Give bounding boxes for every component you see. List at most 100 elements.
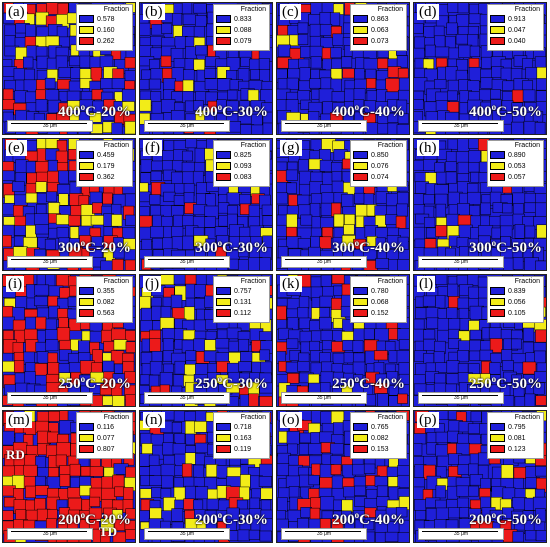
legend-row: 0.074 [353,173,405,182]
grain [435,485,446,499]
grain [414,23,424,34]
grain [239,100,250,111]
grain [111,259,124,270]
micrograph-panel: (k) Fraction 0.780 0.068 0.152 250oC-40% 35 μm [276,274,410,407]
grain [447,430,459,443]
grain [259,396,272,406]
grain [159,317,175,330]
celsius-unit: C [496,376,507,392]
temperature-value: 200 [195,512,218,528]
celsius-unit: C [359,512,370,528]
grain [377,123,389,134]
grain [414,499,427,511]
red-swatch [353,445,368,453]
legend-row: 0.578 [79,15,131,24]
scale-bar-line [285,259,361,260]
grain [285,475,300,488]
fraction-value: 0.890 [508,152,526,159]
condition-label: 250oC-40% [332,374,405,393]
blue-swatch [79,287,94,295]
grain [385,214,398,225]
grain [512,497,527,511]
grain [365,68,377,79]
legend-row: 0.088 [216,26,268,35]
legend-header: Fraction [377,142,403,149]
grain [111,214,123,227]
grain [162,338,174,352]
grain [125,508,135,520]
grain [297,22,309,34]
legend-row: 0.131 [216,298,268,307]
legend-row: 0.362 [79,173,131,182]
degree-symbol: o [354,102,360,112]
yellow-swatch [79,434,94,442]
grain [423,194,435,205]
scale-bar-label: 35 μm [180,531,194,537]
strain-value: -40% [370,512,405,528]
legend-row: 0.718 [216,423,268,432]
legend-row: 0.083 [216,173,268,182]
grain [124,193,135,208]
temperature-value: 400 [58,104,81,120]
grain [434,46,450,58]
temperature-value: 200 [469,512,492,528]
grain [66,90,81,103]
grain [468,508,482,520]
grain [124,57,135,69]
grain [277,44,291,58]
grain [414,193,425,207]
grain [182,150,193,162]
panel-label: (n) [143,412,165,428]
scale-bar-label: 35 μm [180,395,194,401]
grain [13,68,26,81]
scale-bar: 35 μm [144,256,230,268]
grain [435,507,450,520]
micrograph-panel: (n) Fraction 0.718 0.163 0.119 200oC-30% 35 μm [139,410,273,543]
strain-value: -50% [507,240,542,256]
grain [435,295,446,309]
scale-bar-label: 35 μm [454,531,468,537]
grain [195,442,210,454]
grain [240,351,254,362]
panel-label: (l) [417,276,436,292]
grain [456,14,470,28]
grain [362,519,375,531]
grain [160,55,172,67]
grain [204,339,216,351]
grain [259,382,272,394]
degree-symbol: o [491,102,497,112]
grain [121,88,135,103]
fraction-value: 0.074 [371,174,389,181]
blue-swatch [216,423,231,431]
grain [206,498,220,510]
scale-bar-label: 35 μm [454,123,468,129]
grain [298,80,312,92]
legend-row: 0.056 [490,298,542,307]
grain [100,530,111,542]
grain [502,80,515,91]
blue-swatch [353,423,368,431]
grain [204,78,219,90]
fraction-value: 0.053 [508,163,526,170]
grain [535,260,546,270]
grain [522,80,533,91]
blue-swatch [490,151,505,159]
strain-value: -30% [233,376,268,392]
grain [457,350,470,363]
legend-header: Fraction [103,6,129,13]
grain [422,295,436,307]
grain [262,122,272,134]
grain [446,22,458,35]
grain [194,147,206,163]
grain [150,170,163,181]
legend-row: 0.355 [79,287,131,296]
grain [398,339,409,350]
grain [277,25,289,37]
grain [92,202,103,214]
grain [193,338,207,352]
condition-label: 400oC-40% [332,102,405,121]
grain [194,421,207,433]
condition-label: 250oC-30% [195,374,268,393]
yellow-swatch [490,162,505,170]
fraction-legend: Fraction 0.833 0.088 0.079 [213,4,270,51]
